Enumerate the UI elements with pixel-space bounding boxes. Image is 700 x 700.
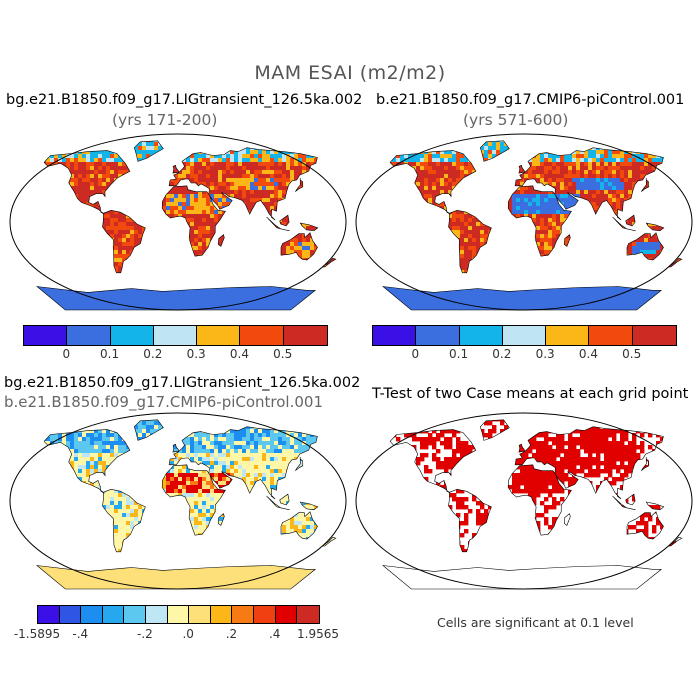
- cbar3-swatch: [189, 606, 211, 623]
- figure-title: MAM ESAI (m2/m2): [254, 62, 446, 84]
- colorbar-difference: [37, 605, 320, 624]
- panel2-case-title: b.e21.B1850.f09_g17.CMIP6-piControl.001: [376, 92, 685, 108]
- cbar1-tick-label: 0.3: [186, 347, 206, 361]
- cbar2-tick-label: 0.1: [449, 347, 469, 361]
- cbar2-swatch: [632, 326, 676, 345]
- cbar1-tick-label: 0.4: [229, 347, 249, 361]
- cbar3-swatch: [59, 606, 82, 623]
- coastline: [382, 419, 683, 590]
- cbar2-tick-label: 0.3: [535, 347, 555, 361]
- panel4-title: T-Test of two Case means at each grid po…: [372, 386, 689, 402]
- cbar1-tick-label: 0.1: [100, 347, 120, 361]
- map-border: [9, 133, 347, 311]
- cbar1-tick-label: 0.5: [273, 347, 293, 361]
- cbar2-swatch: [502, 326, 547, 345]
- cbar3-tick-label: -1.5895: [13, 627, 61, 641]
- world-map-difference: [9, 412, 347, 590]
- map-panel-ttest: [354, 411, 694, 591]
- cbar3-swatch: [254, 606, 276, 623]
- cbar1-swatch: [110, 326, 154, 345]
- cbar2-swatch: [373, 326, 417, 345]
- panel3-case-title: bg.e21.B1850.f09_g17.LIGtransient_126.5k…: [4, 375, 361, 391]
- cbar1-swatch: [197, 326, 241, 345]
- ocean: [356, 413, 692, 589]
- cbar2-swatch: [416, 326, 460, 345]
- coastline: [36, 140, 337, 311]
- cbar3-swatch: [146, 606, 168, 623]
- cbar3-swatch: [81, 606, 103, 623]
- cbar1-swatch: [24, 326, 68, 345]
- panel2-years: (yrs 571-600): [463, 111, 569, 129]
- cbar2-tick-label: 0: [411, 347, 420, 361]
- cbar3-tick-label: .2: [225, 627, 238, 641]
- cbar3-swatch: [232, 606, 255, 623]
- world-map-picontrol: [355, 133, 693, 311]
- significance-note: Cells are significant at 0.1 level: [437, 615, 634, 630]
- panel1-years: (yrs 171-200): [112, 111, 218, 129]
- coastline: [36, 419, 337, 590]
- cbar1-swatch: [153, 326, 198, 345]
- map-panel-difference: [8, 411, 348, 591]
- cbar3-swatch: [102, 606, 125, 623]
- cbar1-tick-label: 0.2: [143, 347, 163, 361]
- map-panel-lig: [8, 132, 348, 312]
- map-border: [355, 412, 693, 590]
- cbar2-swatch: [546, 326, 590, 345]
- panel1-case-title: bg.e21.B1850.f09_g17.LIGtransient_126.5k…: [6, 92, 363, 108]
- coastline: [382, 140, 683, 311]
- cbar2-tick-label: 0.4: [578, 347, 598, 361]
- cbar3-swatch: [124, 606, 147, 623]
- colorbar-picontrol: [372, 325, 677, 346]
- cbar1-tick-label: 0: [62, 347, 71, 361]
- cbar3-swatch: [38, 606, 60, 623]
- cbar2-tick-label: 0.5: [622, 347, 642, 361]
- cbar3-tick-label: -.4: [72, 627, 89, 641]
- map-border: [355, 133, 693, 311]
- cbar3-swatch: [210, 606, 233, 623]
- cbar3-swatch: [167, 606, 190, 623]
- world-map-lig: [9, 133, 347, 311]
- cbar1-swatch: [240, 326, 284, 345]
- map-panel-picontrol: [354, 132, 694, 312]
- cbar2-tick-label: 0.2: [492, 347, 512, 361]
- world-map-ttest: [355, 412, 693, 590]
- cbar1-swatch: [67, 326, 111, 345]
- cbar3-tick-label: 1.9565: [297, 627, 339, 641]
- cbar2-swatch: [459, 326, 503, 345]
- panel3-control-title: b.e21.B1850.f09_g17.CMIP6-piControl.001: [4, 393, 323, 411]
- cbar3-swatch: [297, 606, 319, 623]
- cbar3-swatch: [275, 606, 298, 623]
- map-border: [9, 412, 347, 590]
- cbar1-swatch: [283, 326, 327, 345]
- colorbar-lig: [23, 325, 328, 346]
- cbar3-tick-label: .0: [182, 627, 194, 641]
- cbar3-tick-label: .4: [268, 627, 281, 641]
- cbar3-tick-label: -.2: [137, 627, 153, 641]
- cbar2-swatch: [589, 326, 633, 345]
